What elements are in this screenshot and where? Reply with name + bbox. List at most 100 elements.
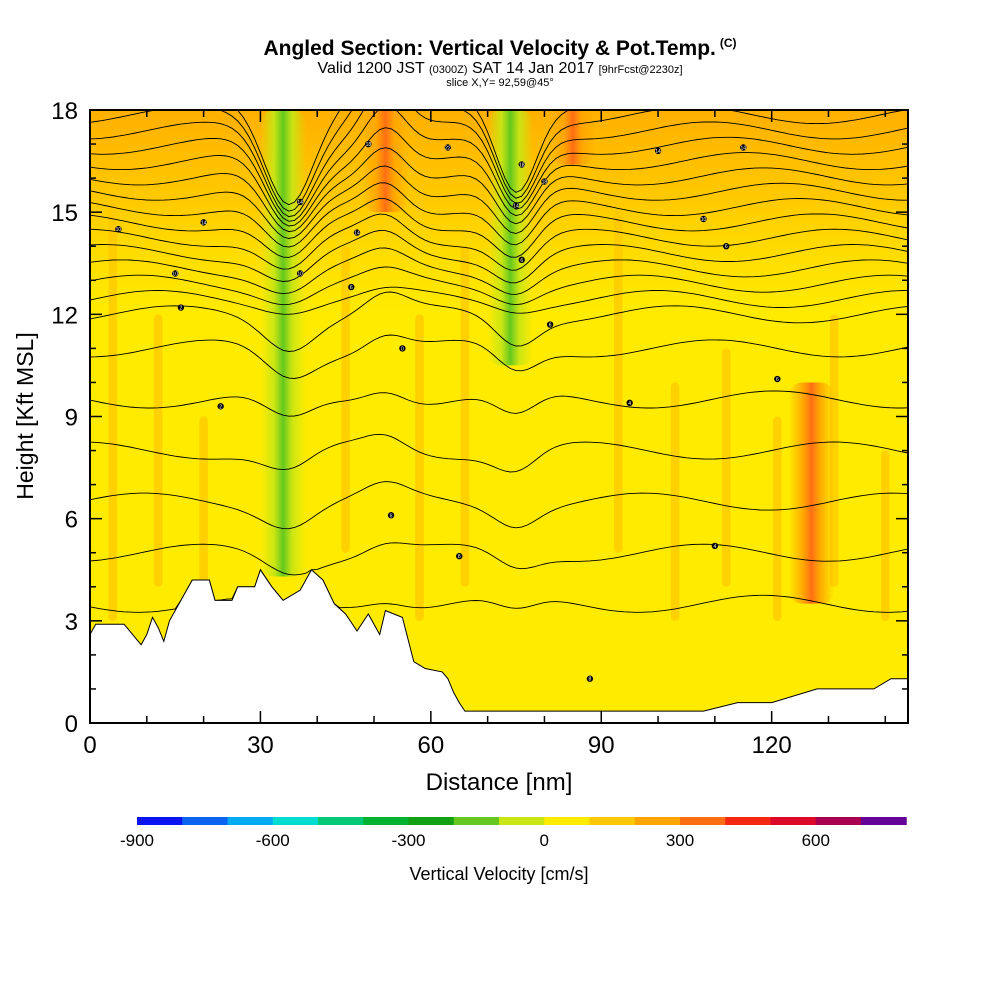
contour-label: 6 — [387, 512, 395, 519]
chart-subtitle: Valid 1200 JST (0300Z) SAT 14 Jan 2017 [… — [317, 60, 683, 77]
y-tick-label: 18 — [51, 98, 78, 125]
contour-label-text: 10 — [701, 217, 707, 223]
contour-label: 10 — [172, 270, 179, 277]
contour-label-dot — [456, 552, 463, 560]
colorbar-swatch — [634, 817, 681, 825]
y-tick-label: 12 — [51, 302, 78, 329]
contour-label-text: 14 — [655, 149, 661, 155]
contour-label-text: 4 — [713, 544, 716, 550]
x-tick-label: 120 — [752, 732, 792, 759]
colorbar-tick-label: -900 — [120, 831, 154, 850]
contour-label-dot — [626, 399, 633, 407]
y-axis-label: Height [Kft MSL] — [12, 332, 38, 499]
isentrope-line — [90, 198, 908, 258]
contour-label-dot — [518, 161, 525, 168]
isentrope-line — [90, 286, 908, 315]
colorbar-swatch — [770, 817, 817, 825]
contour-label-dot — [200, 219, 207, 226]
x-axis: 0 30 60 90 120 — [83, 110, 887, 759]
contour-label: 4 — [626, 399, 633, 407]
contour-label-text: 14 — [354, 231, 360, 237]
colorbar-swatch — [272, 817, 319, 825]
x-tick-label: 0 — [83, 732, 96, 759]
contour-label: 2 — [177, 304, 185, 312]
colorbar-swatch — [453, 817, 500, 825]
contour-label: 6 — [518, 256, 525, 264]
isentrope-line — [90, 147, 908, 233]
y-tick-label: 0 — [65, 711, 78, 738]
contour-label-dot — [217, 403, 224, 410]
weak-updraft-streak — [881, 450, 890, 621]
contour-label-dot — [387, 512, 395, 519]
contour-label-dot — [399, 345, 406, 352]
contour-label: 18 — [518, 161, 525, 168]
contour-label-text: 2 — [219, 404, 222, 410]
isentrope-line — [90, 266, 908, 306]
contour-label-text: 14 — [740, 145, 746, 151]
contour-label-text: 6 — [776, 377, 779, 383]
y-axis: 0 3 6 9 12 15 18 — [51, 98, 908, 738]
contour-label-text: 6 — [520, 258, 523, 264]
updraft-core — [550, 110, 596, 165]
x-tick-label: 90 — [588, 732, 615, 759]
colorbar-swatch — [318, 817, 364, 825]
contour-label-text: 6 — [725, 244, 728, 250]
contour-label: 4 — [711, 542, 719, 550]
x-tick-label: 60 — [417, 732, 444, 759]
contour-label-dot — [172, 270, 179, 277]
colorbar-swatch — [725, 817, 771, 825]
colorbar-tick-label: -300 — [391, 831, 425, 850]
contour-label: 18 — [365, 140, 372, 148]
contour-label-dot — [444, 144, 452, 151]
contour-label-dot — [700, 215, 707, 223]
contour-label: 6 — [546, 321, 554, 329]
contour-label-text: 10 — [116, 227, 122, 233]
contour-label: 8 — [456, 552, 463, 560]
contour-label: 10 — [115, 225, 122, 233]
contour-label-dot — [586, 675, 594, 682]
isentrope-line — [90, 247, 908, 295]
colorbar-swatch — [815, 817, 862, 825]
contour-label-text: 6 — [549, 323, 552, 329]
isentrope-line — [90, 390, 908, 417]
updraft-core — [362, 110, 409, 213]
colorbar-label: Vertical Velocity [cm/s] — [409, 864, 588, 884]
weak-updraft-streak — [153, 314, 163, 587]
y-tick-label: 6 — [65, 507, 78, 534]
contour-label-text: 18 — [366, 142, 372, 148]
contour-label: 14 — [200, 219, 207, 226]
x-tick-label: 30 — [247, 732, 274, 759]
contour-label-dot — [365, 140, 372, 148]
isentrope-line — [90, 110, 908, 222]
colorbar-swatch — [408, 817, 455, 825]
contour-label-dot — [296, 270, 304, 277]
contour-label-dot — [711, 542, 719, 550]
contour-label-text: 6 — [350, 285, 353, 291]
colorbar-swatch — [680, 817, 726, 825]
weak-updraft-streak — [341, 246, 350, 553]
colorbar-tick-label: 0 — [540, 831, 549, 850]
colorbar-swatch — [499, 817, 545, 825]
downdraft-core — [487, 110, 534, 366]
contour-label-dot — [177, 304, 185, 311]
contour-label-dot — [296, 198, 304, 206]
colorbar: -900 -600 -300 0 300 600 — [120, 817, 907, 850]
colorbar-swatch — [363, 817, 409, 825]
isentrope-line — [236, 110, 571, 206]
title-unit: (C) — [719, 36, 737, 50]
weak-updraft-streak — [721, 348, 731, 587]
contour-label-dot — [512, 202, 520, 209]
colorbar-swatch — [182, 817, 228, 825]
weak-updraft-streak — [670, 382, 680, 621]
colorbar-tick-label: 600 — [802, 831, 830, 850]
contour-label-text: 2 — [179, 306, 182, 312]
isentrope-line — [90, 230, 908, 284]
contour-label-text: 18 — [519, 162, 525, 168]
isentrope-line — [90, 433, 908, 473]
contour-label-text: 6 — [390, 513, 393, 519]
slice-label: slice X,Y= 92,59@45° — [446, 77, 554, 89]
contour-label: 18 — [541, 178, 548, 186]
colorbar-swatch — [861, 817, 907, 825]
y-tick-label: 15 — [51, 200, 78, 227]
contour-label-text: 0 — [401, 346, 404, 352]
